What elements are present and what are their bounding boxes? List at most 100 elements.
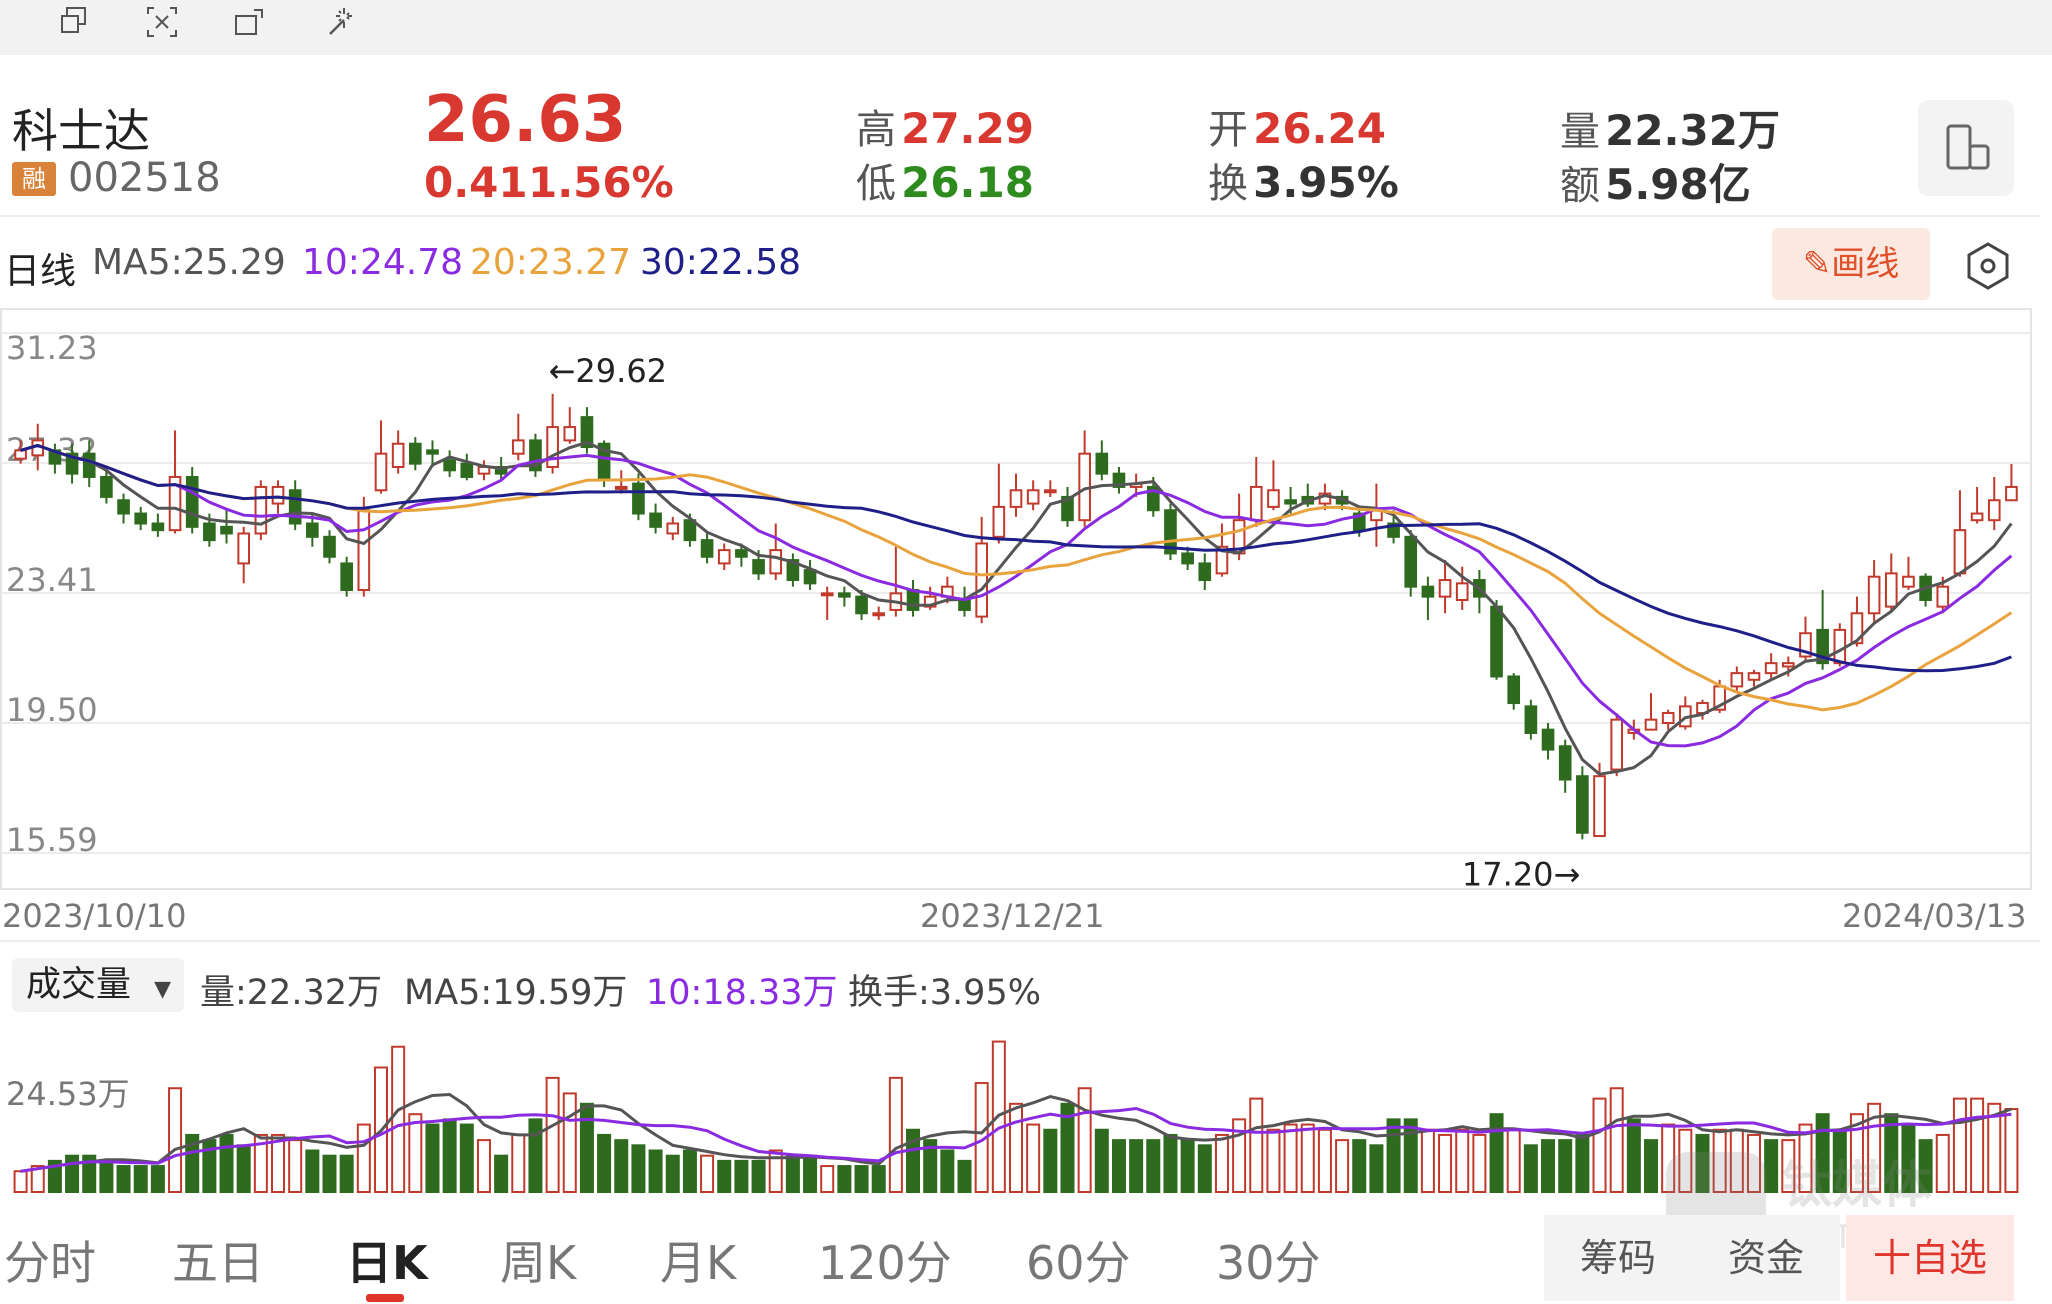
volume-bar-up xyxy=(13,1170,28,1193)
ma10-value: 10:24.78 xyxy=(302,242,463,283)
volume-bar-down xyxy=(1918,1139,1933,1193)
volume-bar-down xyxy=(1386,1118,1401,1193)
chips-button[interactable]: 筹码 xyxy=(1544,1215,1692,1301)
volume-bar-down xyxy=(305,1149,320,1193)
tab-30min[interactable]: 30分 xyxy=(1216,1236,1321,1290)
magic-wand-icon[interactable] xyxy=(320,4,356,40)
volume-bar-up xyxy=(1266,1128,1281,1193)
chart-settings-button[interactable] xyxy=(1960,238,2016,294)
volume-bar-down xyxy=(717,1159,732,1193)
volume-bar-down xyxy=(459,1123,474,1193)
candle-down xyxy=(1524,705,1538,734)
volume-ma10-line xyxy=(20,1106,2012,1173)
candle-down xyxy=(683,519,697,542)
candle-up xyxy=(254,485,268,535)
volume-bar-up xyxy=(1077,1087,1092,1193)
volume-bar-down xyxy=(1815,1113,1830,1193)
ma10-line xyxy=(20,443,2013,748)
volume-bar-up xyxy=(1987,1102,2002,1193)
volume-bar-down xyxy=(1146,1139,1161,1193)
candle-up xyxy=(511,439,525,455)
candle-up xyxy=(374,452,388,492)
rotate-icon[interactable] xyxy=(232,4,268,40)
tab-60min[interactable]: 60分 xyxy=(1026,1236,1131,1290)
tab-monthly-k[interactable]: 月K xyxy=(660,1236,737,1290)
volume-bar-up xyxy=(545,1076,560,1193)
volume-bar-down xyxy=(150,1165,165,1193)
volume-bar-down xyxy=(442,1118,457,1193)
last-price: 26.63 xyxy=(424,83,627,157)
candle-up xyxy=(1215,545,1229,575)
ma5-line xyxy=(20,440,2013,776)
candle-down xyxy=(460,462,474,478)
candle-up xyxy=(1833,628,1847,665)
candle-down xyxy=(134,512,148,525)
volume-bar-up xyxy=(1729,1128,1744,1193)
tab-120min[interactable]: 120分 xyxy=(818,1236,952,1290)
pencil-icon: ✎ xyxy=(1802,244,1832,284)
volume-bar-up xyxy=(1283,1123,1298,1193)
candle-up xyxy=(1593,775,1606,838)
volume-bar-down xyxy=(528,1118,543,1193)
volume-bar-down xyxy=(1901,1123,1916,1193)
volume-chart[interactable]: 24.53万 xyxy=(0,1020,2040,1195)
volume-bar-up xyxy=(1781,1139,1796,1193)
kline-labels: ←29.62 17.20→ xyxy=(549,352,1581,894)
volume-stat: 量 22.32万 xyxy=(1560,97,1780,158)
volume-bar-up xyxy=(391,1045,406,1193)
volume-bar-down xyxy=(1764,1139,1779,1193)
tab-intraday[interactable]: 分时 xyxy=(4,1236,96,1290)
low-stat: 低 26.18 xyxy=(856,151,1034,209)
candle-up xyxy=(717,549,731,565)
volume-bar-down xyxy=(1523,1144,1538,1193)
volume-bar-up xyxy=(511,1133,526,1193)
price-change: 0.41 xyxy=(424,158,528,207)
draw-line-button[interactable]: ✎画线 xyxy=(1772,228,1930,300)
volume-bar-up xyxy=(888,1076,903,1193)
candle-down xyxy=(1198,562,1212,582)
date-tick-start: 2023/10/10 xyxy=(2,897,187,935)
screenshot-icon[interactable] xyxy=(144,4,180,40)
candle-down xyxy=(185,475,199,528)
volume-bar-up xyxy=(1506,1128,1521,1193)
volume-bar-down xyxy=(648,1149,663,1193)
candle-down xyxy=(323,535,336,558)
landscape-toggle-button[interactable] xyxy=(1918,100,2014,196)
volume-bar-up xyxy=(408,1113,423,1193)
candle-up xyxy=(546,426,559,468)
low-annotation: 17.20→ xyxy=(1462,855,1580,893)
volume-bar-down xyxy=(1575,1133,1590,1193)
tab-weekly-k[interactable]: 周K xyxy=(500,1236,577,1290)
candle-down xyxy=(1164,509,1177,555)
candle-up xyxy=(666,522,680,535)
candle-down xyxy=(1816,628,1829,665)
volume-bar-down xyxy=(1180,1139,1195,1193)
candle-down xyxy=(1541,728,1555,751)
add-to-watchlist-button[interactable]: 十自选 xyxy=(1846,1215,2014,1301)
tab-daily-k[interactable]: 日K xyxy=(346,1236,428,1290)
candle-down xyxy=(1576,775,1589,834)
candle-up xyxy=(563,426,577,442)
volume-bar-up xyxy=(1935,1133,1950,1193)
y-tick-label: 31.23 xyxy=(6,329,98,367)
open-value: 26.24 xyxy=(1253,104,1386,153)
candle-down xyxy=(100,475,113,498)
volume-bar-down xyxy=(751,1159,766,1193)
volume-bar-down xyxy=(1695,1133,1710,1193)
tab-five-day[interactable]: 五日 xyxy=(172,1236,264,1290)
volume-bar-up xyxy=(168,1087,183,1193)
volume-bar-up xyxy=(700,1154,715,1193)
candle-down xyxy=(580,416,594,449)
hexagon-settings-icon xyxy=(1967,242,2009,290)
high-value: 27.29 xyxy=(901,104,1034,153)
volume-bar-down xyxy=(923,1139,938,1193)
period-tabs: 分时 五日 日K 周K 月K 120分 60分 30分 xyxy=(0,1215,2052,1304)
volume-bar-up xyxy=(562,1092,577,1193)
volume-bar-down xyxy=(906,1128,921,1193)
funds-button[interactable]: 资金 xyxy=(1692,1215,1840,1301)
volume-bar-up xyxy=(1661,1123,1676,1193)
window-restore-icon[interactable] xyxy=(56,4,92,40)
indicator-select[interactable]: 成交量 ▼ xyxy=(12,958,184,1012)
volume-bar-down xyxy=(82,1154,97,1193)
